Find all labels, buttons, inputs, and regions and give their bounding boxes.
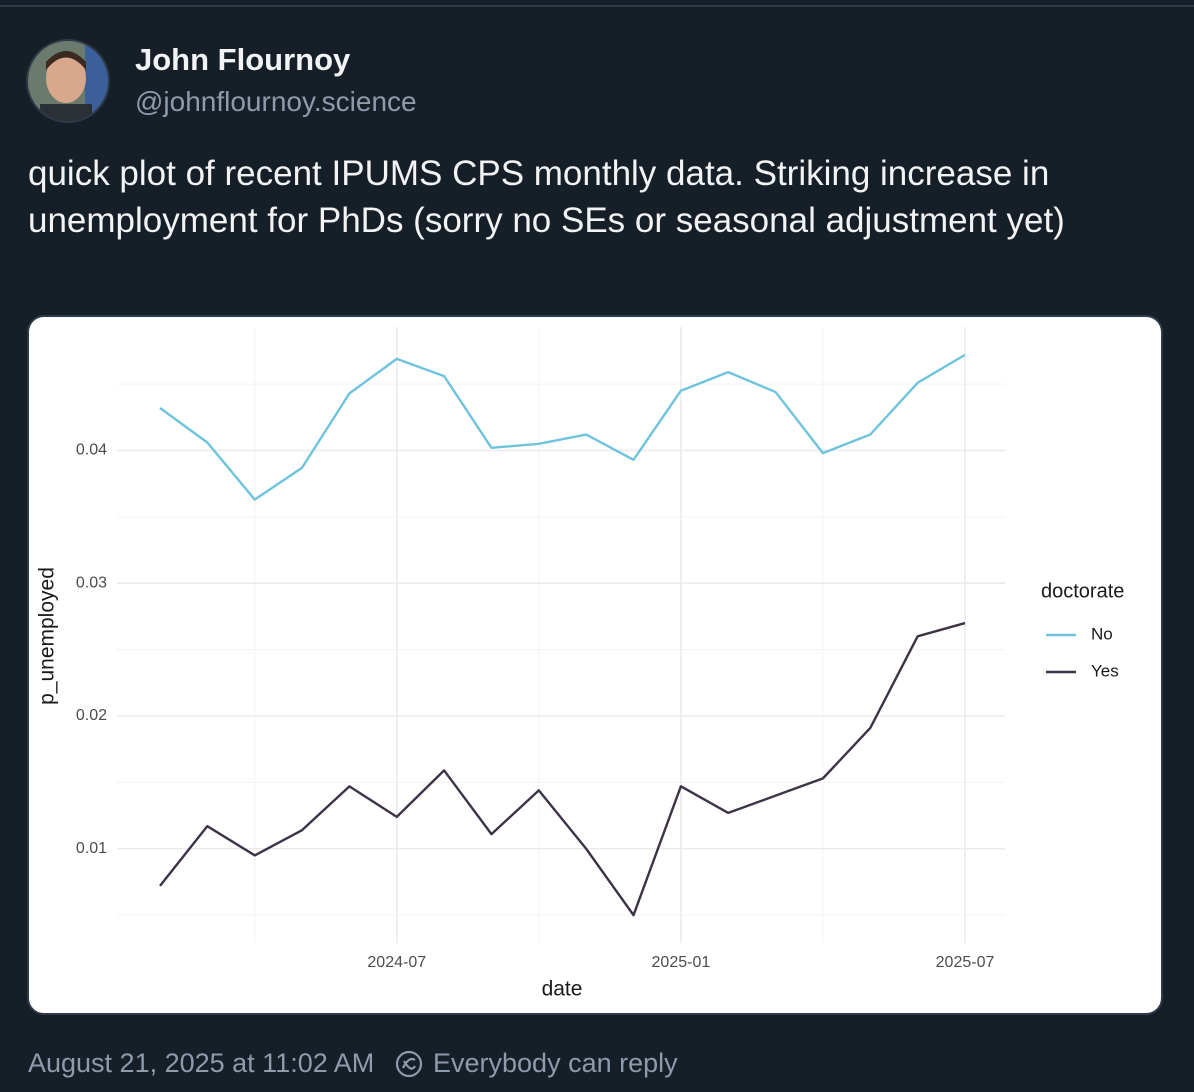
reply-setting: Everybody can reply <box>433 1048 678 1078</box>
legend-title: doctorate <box>1041 580 1124 602</box>
x-axis-label: date <box>542 978 583 1001</box>
reply-icon <box>395 1050 423 1078</box>
post-text: quick plot of recent IPUMS CPS monthly d… <box>28 154 1065 240</box>
y-axis-label: p_unemployed <box>36 567 59 705</box>
author-name[interactable]: John Flournoy <box>135 42 351 77</box>
y-tick-label: 0.02 <box>76 707 107 724</box>
avatar[interactable] <box>26 39 110 124</box>
y-tick-label: 0.04 <box>76 442 107 459</box>
x-tick-label: 2025-01 <box>652 954 711 971</box>
y-tick-label: 0.01 <box>76 840 107 857</box>
chart: date p_unemployed 0.01 0.02 0.03 0.04 2024-0… <box>36 327 1124 1001</box>
y-tick-label: 0.03 <box>76 574 107 591</box>
chart-card[interactable] <box>27 315 1163 1015</box>
series-line <box>159 621 966 917</box>
legend-label: Yes <box>1091 661 1119 680</box>
series-line <box>159 353 966 501</box>
timestamp[interactable]: August 21, 2025 at 11:02 AM <box>28 1048 375 1078</box>
author-handle[interactable]: @johnflournoy.science <box>135 86 417 117</box>
x-tick-label: 2025-07 <box>936 954 995 971</box>
x-tick-label: 2024-07 <box>367 954 426 971</box>
legend-label: No <box>1091 624 1113 643</box>
